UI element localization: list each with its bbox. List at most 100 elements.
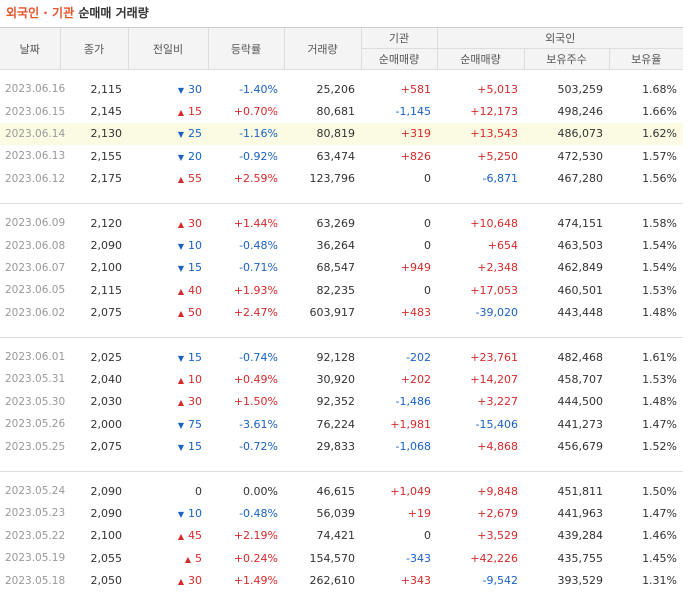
table-row: 2023.05.23 2,090 ▼ 10 -0.48% 56,039 +19 +2,679 4…	[0, 502, 683, 524]
arrow-down-icon: ▼	[177, 85, 184, 95]
date-cell: 2023.06.15	[5, 105, 66, 118]
foreign-ratio-cell: 1.52%	[642, 440, 678, 454]
change-cell: ▼ 10	[128, 502, 208, 524]
rate-cell: -1.16%	[208, 122, 284, 146]
institution-net-cell: 0	[424, 216, 431, 230]
volume-cell: 154,570	[309, 551, 356, 565]
rate-cell: +1.93%	[233, 283, 278, 297]
volume-cell: 30,920	[316, 372, 356, 386]
table-row: 2023.05.19 2,055 ▲ 5 +0.24% 154,570 -343 +42,22…	[0, 547, 683, 569]
close-cell: 2,090	[90, 506, 123, 520]
foreign-net-cell: +42,226	[470, 551, 518, 565]
foreign-net-cell: -6,871	[482, 172, 518, 186]
institution-net-cell: -1,068	[395, 440, 431, 454]
volume-cell: 262,610	[309, 574, 356, 588]
volume-cell: 68,547	[316, 261, 356, 275]
foreign-net-cell: +9,848	[477, 484, 518, 498]
foreign-shares-cell: 463,503	[557, 239, 604, 253]
foreign-net-cell: +13,543	[437, 122, 524, 146]
close-cell: 2,175	[90, 172, 123, 186]
foreign-shares-cell: 503,259	[557, 82, 604, 96]
foreign-shares-cell: 462,849	[557, 261, 604, 275]
date-cell: 2023.06.07	[5, 261, 66, 274]
header-change: 전일비	[127, 27, 208, 70]
rate-cell: -0.74%	[239, 350, 278, 364]
rate-cell: -0.48%	[239, 239, 278, 253]
foreign-shares-cell: 472,530	[557, 149, 604, 163]
table-row: 2023.05.18 2,050 ▲ 30 +1.49% 262,610 +343 -9,54…	[0, 569, 683, 591]
close-cell: 2,090	[90, 484, 123, 498]
institution-net-cell: +1,981	[390, 417, 431, 431]
change-value: 10	[188, 239, 202, 253]
foreign-net-cell: +2,348	[477, 261, 518, 275]
date-cell: 2023.06.14	[0, 122, 65, 146]
change-value: 40	[188, 283, 202, 297]
date-cell: 2023.05.25	[5, 440, 66, 453]
foreign-ratio-cell: 1.48%	[642, 395, 678, 409]
date-cell: 2023.06.02	[5, 306, 66, 319]
change-cell: ▼ 10	[128, 234, 208, 256]
table-row: 2023.06.09 2,120 ▲ 30 +1.44% 63,269 0 +10,648 47…	[0, 212, 683, 234]
volume-cell: 603,917	[309, 306, 356, 320]
close-cell: 2,115	[90, 82, 123, 96]
rate-cell: -0.48%	[239, 506, 278, 520]
change-value: 20	[188, 149, 202, 163]
institution-net-cell: +949	[400, 261, 431, 275]
section-title: 외국인 · 기관 순매매 거래량	[0, 0, 695, 27]
foreign-net-cell: -39,020	[475, 306, 518, 320]
arrow-up-icon: ▲	[177, 286, 184, 296]
foreign-ratio-cell: 1.66%	[642, 105, 678, 119]
close-cell: 2,115	[90, 283, 123, 297]
foreign-ratio-cell: 1.57%	[642, 149, 678, 163]
arrow-down-icon: ▼	[177, 443, 184, 453]
close-cell: 2,050	[90, 574, 123, 588]
change-cell: ▲ 15	[128, 100, 208, 122]
table-row: 2023.05.31 2,040 ▲ 10 +0.49% 30,920 +202 +14,20…	[0, 368, 683, 390]
volume-cell: 46,615	[316, 484, 356, 498]
rate-cell: +0.24%	[233, 551, 278, 565]
foreign-ratio-cell: 1.47%	[642, 506, 678, 520]
section-title-rest: 순매매 거래량	[78, 6, 149, 20]
rate-cell: +2.59%	[233, 172, 278, 186]
date-cell: 2023.05.30	[5, 395, 66, 408]
change-cell: 0	[128, 480, 208, 502]
volume-cell: 29,833	[316, 440, 356, 454]
trading-table: 날짜 종가 전일비 등락률 거래량 기관 외국인 순매매량 순매매량 보유주수 …	[0, 27, 684, 592]
arrow-up-icon: ▲	[177, 577, 184, 587]
table-row: 2023.05.26 2,000 ▼ 75 -3.61% 76,224 +1,981 -15,…	[0, 413, 683, 435]
change-cell: ▼ 20	[128, 145, 208, 167]
institution-net-cell: +1,049	[390, 484, 431, 498]
rate-cell: -3.61%	[239, 417, 278, 431]
foreign-ratio-cell: 1.54%	[642, 239, 678, 253]
rate-cell: 0.00%	[243, 484, 278, 498]
foreign-ratio-cell: 1.56%	[642, 172, 678, 186]
arrow-up-icon: ▲	[177, 375, 184, 385]
table-row: 2023.06.02 2,075 ▲ 50 +2.47% 603,917 +483 -39,0…	[0, 302, 683, 324]
change-value: 15	[188, 440, 202, 454]
volume-cell: 63,269	[316, 216, 356, 230]
foreign-net-cell: +17,053	[470, 283, 518, 297]
date-cell: 2023.05.19	[5, 552, 66, 565]
date-cell: 2023.05.22	[5, 529, 66, 542]
volume-cell: 80,819	[284, 122, 361, 146]
table-row: 2023.05.25 2,075 ▼ 15 -0.72% 29,833 -1,068 +4,8…	[0, 435, 683, 457]
foreign-net-cell: -15,406	[475, 417, 518, 431]
foreign-ratio-cell: 1.68%	[642, 82, 678, 96]
rate-cell: -0.72%	[239, 440, 278, 454]
foreign-shares-cell: 393,529	[557, 574, 604, 588]
header-foreign-net: 순매매량	[436, 48, 524, 70]
foreign-ratio-cell: 1.58%	[642, 216, 678, 230]
table-row: 2023.06.12 2,175 ▲ 55 +2.59% 123,796 0 -6,871 46…	[0, 168, 683, 190]
close-cell: 2,120	[90, 216, 123, 230]
change-value: 30	[188, 395, 202, 409]
rate-cell: +1.50%	[233, 395, 278, 409]
foreign-shares-cell: 456,679	[557, 440, 604, 454]
volume-cell: 25,206	[316, 82, 356, 96]
institution-net-cell: -202	[406, 350, 431, 364]
table-row: 2023.05.24 2,090 0 0.00% 46,615 +1,049 +9,848 4…	[0, 480, 683, 502]
institution-net-cell: 0	[424, 529, 431, 543]
date-cell: 2023.06.01	[5, 351, 66, 364]
foreign-ratio-cell: 1.48%	[642, 306, 678, 320]
date-cell: 2023.06.05	[5, 284, 66, 297]
foreign-shares-cell: 482,468	[557, 350, 604, 364]
